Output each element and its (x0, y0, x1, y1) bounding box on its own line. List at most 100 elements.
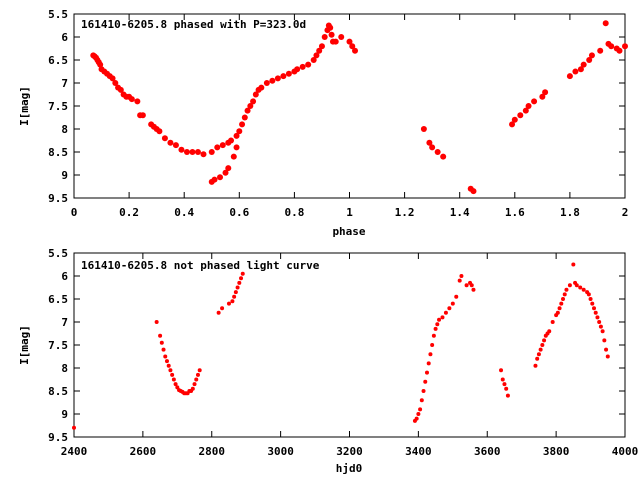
top-plot-data-point (313, 52, 320, 59)
top-plot-data-point (531, 98, 538, 105)
bottom-plot-data-point (499, 368, 504, 373)
bottom-plot-y-tick-label: 6 (61, 270, 68, 283)
bottom-plot-data-point (220, 306, 225, 311)
bottom-plot-data-point (171, 377, 176, 382)
top-plot-data-point (522, 107, 529, 114)
top-plot-data-point (580, 61, 587, 68)
top-plot-data-point (305, 61, 312, 68)
top-plot-data-point (327, 24, 334, 31)
bottom-plot-x-axis-label: hjd0 (336, 462, 363, 475)
bottom-plot-x-tick-label: 3600 (474, 445, 501, 458)
top-plot-data-point (250, 98, 257, 105)
bottom-plot-data-point (216, 310, 221, 315)
bottom-plot-data-point (431, 333, 436, 338)
bottom-plot-data-point (602, 338, 607, 343)
top-plot-x-tick-label: 1.4 (450, 206, 470, 219)
bottom-plot-data-point (540, 343, 545, 347)
top-plot-data-point (236, 128, 243, 135)
bottom-plot-data-point (504, 386, 509, 391)
bottom-plot-x-tick-label: 3400 (405, 445, 432, 458)
top-plot-x-tick-label: 0.2 (119, 206, 139, 219)
bottom-plot-data-point (195, 372, 200, 377)
bottom-plot-data-point (597, 320, 602, 324)
top-plot-y-tick-label: 7.5 (48, 100, 68, 113)
top-plot-data-point (241, 114, 248, 121)
top-plot-data-point (244, 107, 251, 114)
bottom-plot-data-point (240, 271, 245, 276)
top-plot-data-point (586, 57, 593, 63)
bottom-plot-data-point (588, 297, 593, 301)
top-plot-data-point (299, 63, 306, 70)
bottom-plot-data-point (533, 363, 538, 368)
bottom-plot-data-point (604, 347, 609, 352)
bottom-plot-data-point (469, 283, 474, 288)
bottom-plot-data-point (190, 386, 195, 391)
bottom-plot-data-point (430, 343, 435, 347)
top-plot-data-point (597, 47, 604, 54)
top-plot-y-axis-label: I[mag] (18, 86, 31, 126)
bottom-plot-data-point (459, 274, 464, 278)
bottom-plot-data-point (443, 310, 448, 315)
bottom-plot-data-point (550, 320, 555, 324)
top-plot-data-point (161, 135, 168, 142)
top-plot-data-point (178, 146, 185, 153)
top-plot-x-tick-label: 0 (71, 206, 78, 219)
top-plot-data-point (577, 66, 584, 73)
top-plot-title: 161410-6205.8 phased with P=323.0d (81, 18, 306, 31)
top-plot-data-point (616, 47, 623, 54)
bottom-plot-data-point (416, 412, 421, 416)
top-plot-y-tick-label: 6 (61, 31, 68, 44)
bottom-plot-data-point (555, 310, 560, 315)
top-plot-data-point (230, 153, 237, 160)
bottom-plot-data-point (192, 382, 197, 387)
bottom-plot-x-tick-label: 4000 (612, 445, 639, 458)
top-plot-data-point (525, 103, 532, 109)
top-plot-x-ticks: 0 0.2 0.4 0.6 0.8 1 1.2 1.4 1.6 1.8 2 (71, 14, 628, 219)
bottom-plot-y-tick-label: 9 (61, 408, 68, 421)
top-plot-x-tick-label: 1 (346, 206, 353, 219)
top-plot-x-tick-label: 0.4 (174, 206, 194, 219)
top-plot-data-point (608, 43, 615, 50)
bottom-plot-x-tick-label: 3000 (267, 445, 294, 458)
bottom-plot-data-point (239, 276, 244, 281)
top-plot-data-point (539, 93, 546, 100)
top-plot-data-point (228, 137, 235, 144)
top-plot-data-point (318, 43, 325, 50)
bottom-plot-data-point (154, 320, 159, 324)
bottom-plot-y-axis-label: I[mag] (18, 325, 31, 365)
top-plot-data-point (517, 112, 524, 119)
top-plot-data-point (509, 121, 516, 128)
bottom-plot-y-tick-label: 7 (61, 316, 68, 329)
bottom-plot-data-point (547, 329, 552, 334)
top-plot-data-point (139, 112, 146, 119)
top-plot-data-point (294, 66, 301, 73)
top-plot: 0 0.2 0.4 0.6 0.8 1 1.2 1.4 1.6 1.8 2 5.5 6 6.5 7 7.5 8… (18, 8, 628, 238)
bottom-plot-data-point (158, 333, 163, 338)
bottom-plot-data-point (440, 315, 445, 320)
bottom-plot-data-point (166, 363, 171, 368)
top-plot-data-point (426, 139, 433, 146)
top-plot-data-point (252, 91, 259, 98)
bottom-plot-data-point (561, 297, 566, 301)
bottom-plot-data-point (194, 377, 199, 382)
top-plot-y-tick-label: 9.5 (48, 192, 68, 205)
top-plot-data-point (470, 188, 477, 195)
bottom-plot-data-point (595, 315, 600, 320)
top-plot-data-point (332, 38, 339, 45)
top-plot-data-point (316, 47, 323, 54)
bottom-plot-data-point (435, 322, 440, 327)
top-plot-data-point (109, 75, 116, 82)
bottom-plot-data-point (226, 301, 231, 306)
bottom-plot-data-point (535, 356, 540, 361)
bottom-plot-y-ticks: 5.5 6 6.5 7 7.5 8 8.5 9 9.5 (48, 247, 625, 444)
bottom-plot-data-point (164, 359, 169, 364)
top-plot-data-point (194, 149, 201, 155)
top-plot-y-tick-label: 7 (61, 77, 68, 90)
top-plot-y-tick-label: 8 (61, 123, 68, 136)
top-plot-data-point (167, 139, 174, 146)
top-plot-data-point (200, 151, 207, 158)
bottom-plot-data-point (421, 389, 426, 393)
top-plot-y-tick-label: 9 (61, 169, 68, 182)
bottom-plot-data-point (433, 326, 438, 331)
bottom-plot-data-point (581, 287, 586, 292)
